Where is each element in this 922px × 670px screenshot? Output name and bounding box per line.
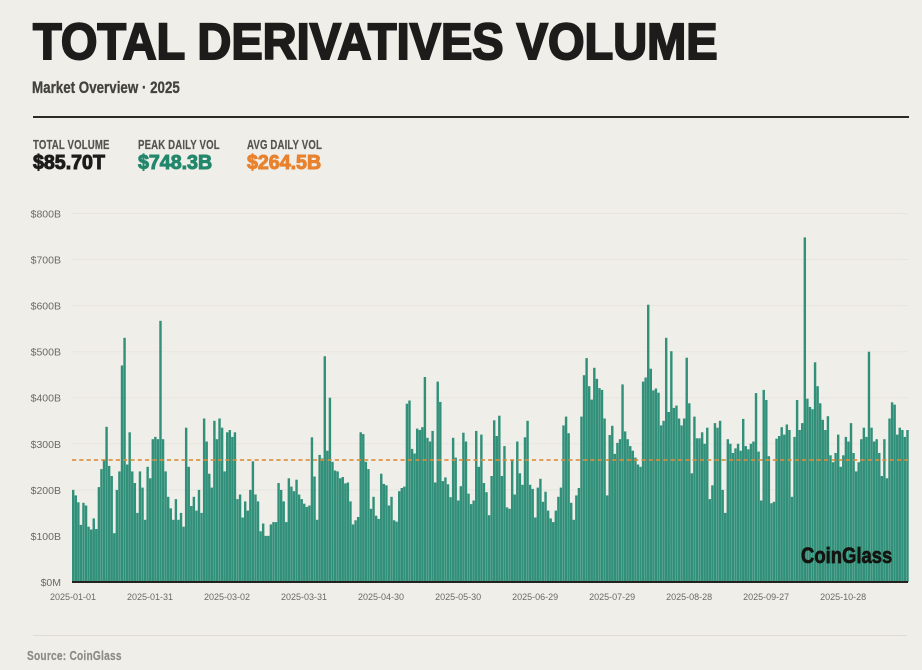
svg-text:$800B: $800B <box>31 209 61 221</box>
svg-text:2025-04-30: 2025-04-30 <box>358 592 404 602</box>
svg-text:$200B: $200B <box>31 485 61 497</box>
svg-text:$600B: $600B <box>31 301 61 313</box>
svg-text:2025-01-01: 2025-01-01 <box>50 592 96 602</box>
svg-text:2025-09-27: 2025-09-27 <box>743 592 789 602</box>
svg-text:2025-03-02: 2025-03-02 <box>204 592 250 602</box>
svg-text:2025-10-28: 2025-10-28 <box>820 592 866 602</box>
svg-text:2025-01-31: 2025-01-31 <box>127 592 173 602</box>
svg-text:$0M: $0M <box>41 577 61 589</box>
svg-text:2025-06-29: 2025-06-29 <box>512 592 558 602</box>
svg-text:$300B: $300B <box>31 439 61 451</box>
svg-text:$700B: $700B <box>31 255 61 267</box>
svg-text:2025-07-29: 2025-07-29 <box>589 592 635 602</box>
svg-text:$100B: $100B <box>31 531 61 543</box>
svg-text:$500B: $500B <box>31 347 61 359</box>
svg-text:2025-08-28: 2025-08-28 <box>666 592 712 602</box>
svg-text:2025-03-31: 2025-03-31 <box>281 592 327 602</box>
svg-text:$400B: $400B <box>31 393 61 405</box>
svg-text:2025-05-30: 2025-05-30 <box>435 592 481 602</box>
